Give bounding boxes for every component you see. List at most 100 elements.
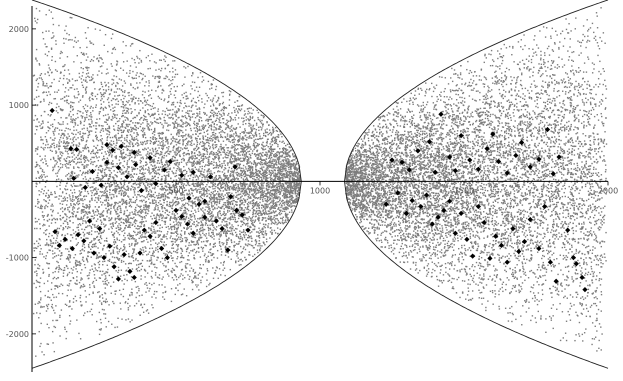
- cloud-point: [143, 215, 146, 218]
- cloud-point: [94, 180, 96, 182]
- cloud-point: [194, 272, 196, 274]
- cloud-point: [248, 162, 250, 164]
- cloud-point: [187, 161, 189, 164]
- cloud-point: [96, 98, 98, 100]
- cloud-point: [269, 143, 271, 145]
- cloud-point: [239, 154, 241, 156]
- cloud-point: [180, 102, 182, 105]
- cloud-point: [90, 227, 93, 229]
- cloud-point: [76, 79, 78, 82]
- cloud-point: [218, 121, 220, 123]
- cloud-point: [112, 222, 114, 224]
- cloud-point: [173, 213, 175, 215]
- cloud-point: [211, 132, 214, 134]
- cloud-point: [192, 164, 195, 167]
- cloud-point: [205, 203, 208, 205]
- cloud-point: [123, 212, 126, 214]
- cloud-point: [222, 109, 225, 112]
- cloud-point: [37, 86, 39, 88]
- cloud-point: [136, 292, 138, 294]
- cloud-point: [224, 202, 227, 204]
- cloud-point: [255, 181, 257, 183]
- cloud-point: [106, 164, 108, 167]
- cloud-point: [56, 233, 58, 235]
- cloud-point: [295, 179, 297, 181]
- cloud-point: [135, 135, 138, 138]
- cloud-point: [144, 140, 146, 143]
- cloud-point: [69, 38, 71, 41]
- cloud-point: [112, 117, 114, 119]
- cloud-point: [153, 154, 155, 157]
- cloud-point: [64, 234, 66, 237]
- cloud-point: [99, 201, 102, 203]
- cloud-point: [270, 156, 273, 159]
- cloud-point: [152, 138, 155, 140]
- cloud-point: [203, 106, 205, 109]
- cloud-point: [232, 146, 235, 148]
- cloud-point: [56, 175, 58, 177]
- cloud-point: [286, 170, 289, 173]
- cloud-point: [222, 151, 224, 153]
- cloud-point: [154, 186, 156, 188]
- cloud-point: [127, 215, 130, 217]
- cloud-point: [82, 211, 84, 213]
- cloud-point: [174, 159, 176, 162]
- cloud-point: [81, 128, 83, 130]
- cloud-point: [121, 249, 124, 252]
- cloud-point: [259, 191, 261, 193]
- cloud-point: [152, 263, 155, 266]
- cloud-point: [161, 187, 163, 190]
- cloud-point: [116, 138, 118, 141]
- cloud-point: [196, 175, 198, 177]
- cloud-point: [172, 240, 174, 243]
- cloud-point: [173, 151, 176, 153]
- cloud-point: [194, 200, 196, 203]
- cloud-point: [165, 243, 167, 246]
- cloud-point: [217, 137, 219, 139]
- cloud-point: [143, 251, 145, 253]
- cloud-point: [256, 157, 258, 159]
- cloud-point: [37, 198, 39, 201]
- cloud-point: [157, 118, 159, 120]
- cloud-point: [61, 155, 63, 157]
- cloud-point: [248, 169, 250, 171]
- cloud-point: [269, 171, 272, 174]
- cloud-point: [107, 199, 110, 201]
- cloud-point: [139, 235, 142, 237]
- cloud-point: [242, 139, 244, 141]
- cloud-point: [52, 253, 54, 255]
- cloud-point: [160, 69, 162, 72]
- cloud-point: [205, 202, 208, 204]
- cloud-point: [43, 174, 45, 176]
- cloud-point: [271, 195, 273, 197]
- cloud-point: [294, 159, 296, 161]
- cloud-point: [41, 205, 44, 208]
- cloud-point: [88, 204, 91, 206]
- cloud-point: [157, 224, 159, 227]
- cloud-point: [271, 231, 273, 234]
- cloud-point: [237, 159, 239, 161]
- cloud-point: [273, 175, 275, 178]
- cloud-point: [146, 99, 149, 101]
- cloud-point: [161, 145, 163, 147]
- cloud-point: [144, 212, 147, 214]
- cloud-point: [285, 172, 288, 174]
- cloud-point: [153, 158, 155, 160]
- cloud-point: [108, 93, 111, 96]
- cloud-point: [240, 252, 243, 254]
- cloud-point: [46, 323, 49, 326]
- cloud-point: [286, 189, 288, 191]
- cloud-point: [88, 115, 91, 117]
- cloud-point: [176, 122, 178, 124]
- cloud-point: [202, 159, 204, 162]
- cloud-point: [259, 242, 261, 245]
- cloud-point: [145, 148, 147, 151]
- cloud-point: [50, 48, 53, 50]
- cloud-point: [116, 244, 118, 247]
- cloud-point: [131, 170, 134, 172]
- cloud-point: [189, 221, 191, 223]
- cloud-point: [100, 178, 102, 180]
- cloud-point: [177, 117, 179, 119]
- cloud-point: [42, 147, 44, 149]
- cloud-point: [223, 151, 226, 153]
